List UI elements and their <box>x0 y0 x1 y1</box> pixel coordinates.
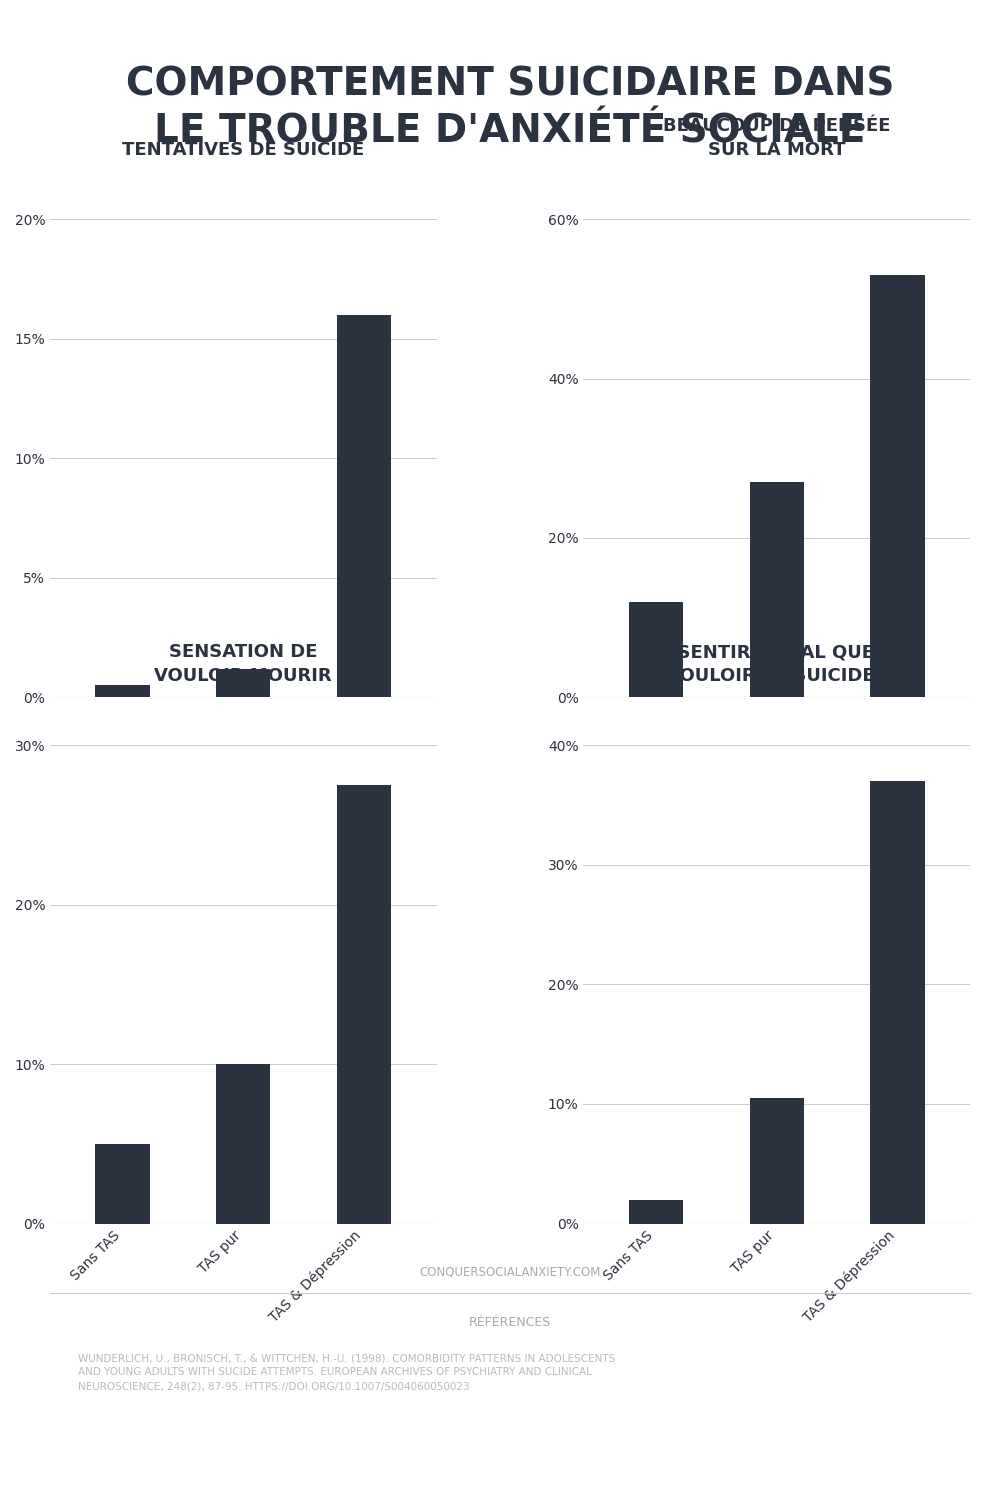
Bar <box>216 669 270 698</box>
Bar <box>337 315 391 698</box>
Text: RÉFÉRENCES: RÉFÉRENCES <box>469 1316 551 1329</box>
Text: WUNDERLICH, U., BRONISCH, T., & WITTCHEN, H.-U. (1998). COMORBIDITY PATTERNS IN : WUNDERLICH, U., BRONISCH, T., & WITTCHEN… <box>78 1353 615 1390</box>
Title: SE SENTIR SI MAL QUE DE
VOULOIR SE SUICIDER: SE SENTIR SI MAL QUE DE VOULOIR SE SUICI… <box>646 644 907 684</box>
Title: SENSATION DE
VOULOIR MOURIR: SENSATION DE VOULOIR MOURIR <box>154 644 332 684</box>
Bar <box>337 784 391 1224</box>
Bar <box>629 1200 683 1224</box>
Text: COMPORTEMENT SUICIDAIRE DANS
LE TROUBLE D'ANXIÉTÉ SOCIALE: COMPORTEMENT SUICIDAIRE DANS LE TROUBLE … <box>126 66 894 150</box>
Bar <box>216 1064 270 1224</box>
Bar <box>95 1144 150 1224</box>
Bar <box>870 274 925 698</box>
Title: BEAUCOUP DE PENSÉE
SUR LA MORT: BEAUCOUP DE PENSÉE SUR LA MORT <box>663 117 890 159</box>
Bar <box>629 602 683 698</box>
Text: CONQUERSOCIALANXIETY.COM: CONQUERSOCIALANXIETY.COM <box>419 1264 601 1278</box>
Bar <box>95 686 150 698</box>
Bar <box>750 482 804 698</box>
Title: TENTATIVES DE SUICIDE: TENTATIVES DE SUICIDE <box>122 141 364 159</box>
Bar <box>870 782 925 1224</box>
Bar <box>750 1098 804 1224</box>
